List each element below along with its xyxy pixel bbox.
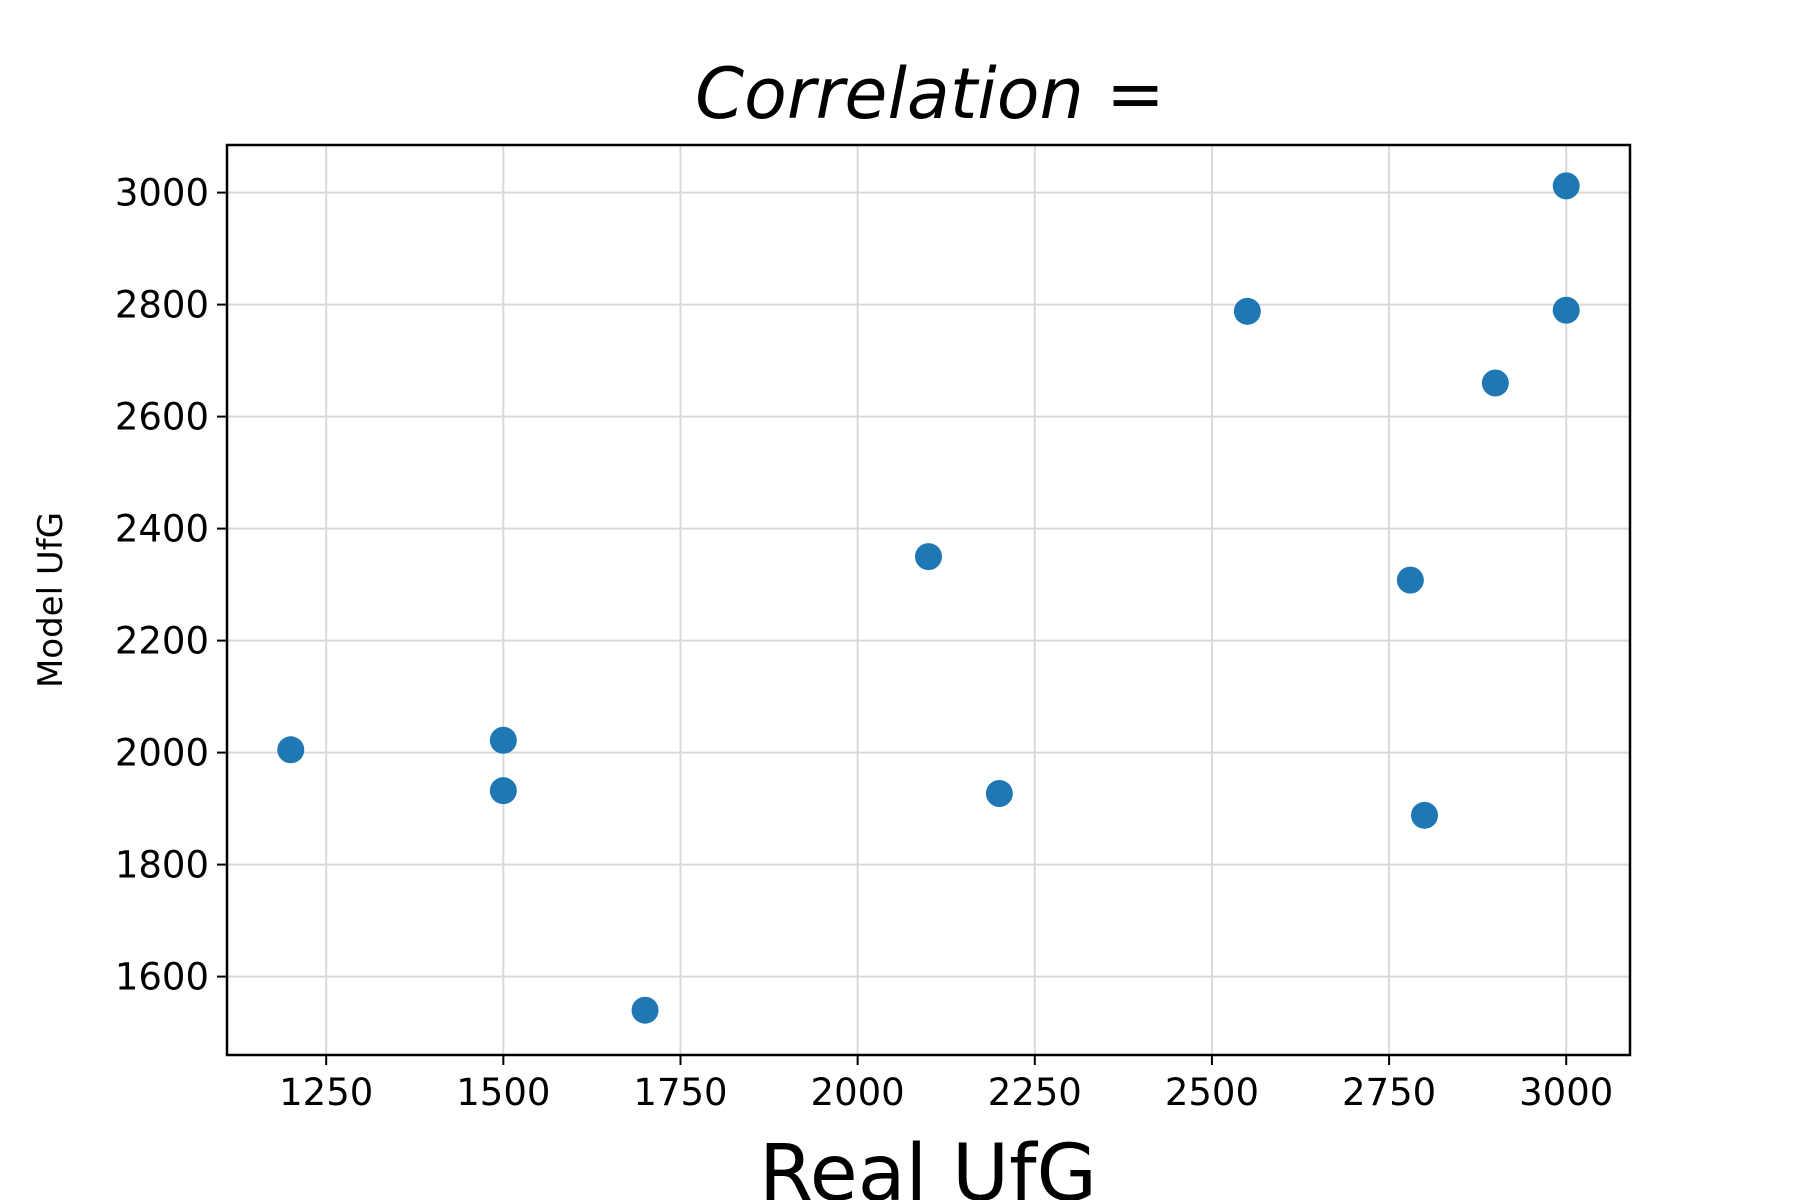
data-point — [1481, 369, 1509, 397]
data-points — [277, 172, 1580, 1024]
x-tick-label: 2250 — [988, 1071, 1082, 1114]
y-tick-label: 1600 — [115, 956, 209, 999]
x-tick-label: 2500 — [1165, 1071, 1259, 1114]
chart-title: Correlation = — [695, 53, 1165, 135]
y-tick-label: 2200 — [115, 620, 209, 663]
x-tick-label: 3000 — [1519, 1071, 1613, 1114]
data-point — [1411, 801, 1439, 829]
data-point — [1552, 172, 1580, 200]
data-point — [1396, 566, 1424, 594]
y-tick-label: 2400 — [115, 508, 209, 551]
data-point — [489, 777, 517, 805]
axis-ticks: 1250 1500 1750 2000 2250 2500 2750 3000 1600 1800… — [115, 172, 1613, 1114]
data-point — [631, 996, 659, 1024]
y-axis-label: Model UfG — [31, 512, 71, 688]
x-tick-label: 1250 — [279, 1071, 373, 1114]
y-tick-label: 1800 — [115, 844, 209, 887]
y-tick-label: 3000 — [115, 172, 209, 215]
x-tick-label: 1500 — [456, 1071, 550, 1114]
x-tick-label: 1750 — [633, 1071, 727, 1114]
data-point — [985, 779, 1013, 807]
grid-lines — [227, 145, 1630, 1055]
data-point — [489, 726, 517, 754]
data-point — [1233, 297, 1261, 325]
y-tick-label: 2800 — [115, 284, 209, 327]
y-tick-label: 2000 — [115, 732, 209, 775]
x-tick-label: 2000 — [811, 1071, 905, 1114]
plot-frame — [225, 143, 1632, 1057]
data-point — [1552, 296, 1580, 324]
x-axis-label: Real UfG — [759, 1129, 1097, 1200]
data-point — [277, 736, 305, 764]
data-point — [915, 543, 942, 571]
x-tick-label: 2750 — [1342, 1071, 1436, 1114]
y-tick-label: 2600 — [115, 396, 209, 439]
